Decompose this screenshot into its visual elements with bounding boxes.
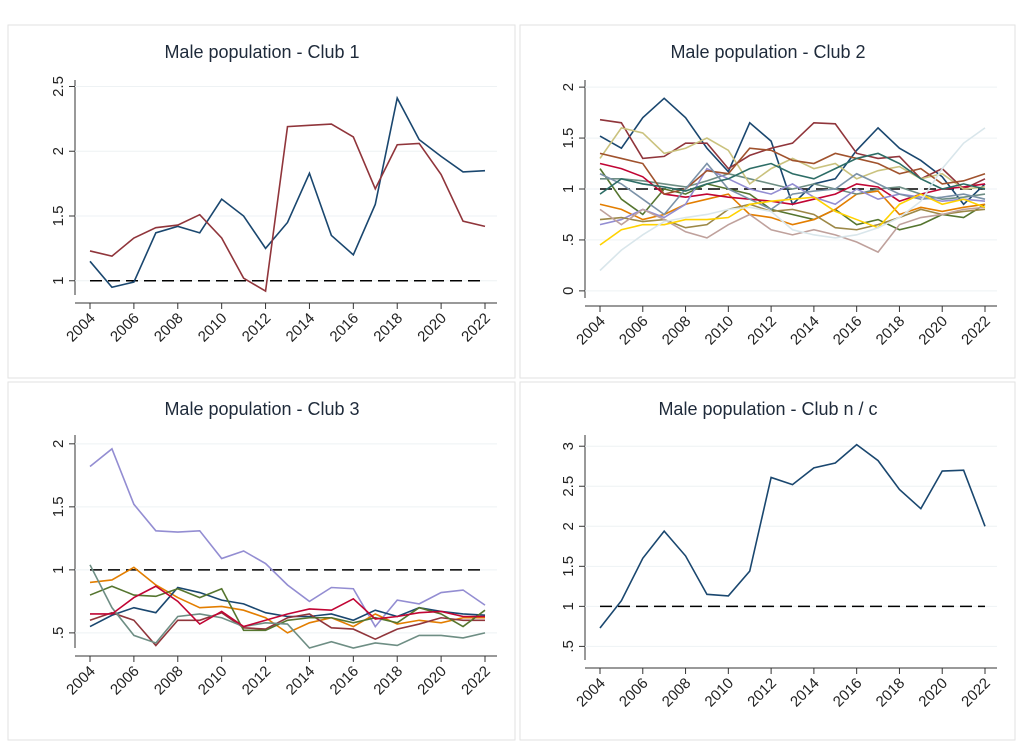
x-tick-label: 2006 bbox=[616, 675, 652, 711]
panel-frame bbox=[519, 24, 1016, 379]
x-tick-label: 2018 bbox=[873, 313, 909, 349]
x-tick-label: 2012 bbox=[744, 313, 780, 349]
y-tick-label: 1 bbox=[50, 566, 67, 574]
x-tick-label: 2022 bbox=[458, 663, 494, 699]
x-tick-label: 2006 bbox=[107, 310, 143, 346]
series-line bbox=[599, 127, 986, 272]
y-tick-label: 2.5 bbox=[50, 76, 67, 97]
panel-frame bbox=[7, 24, 516, 379]
x-tick-label: 2008 bbox=[659, 675, 695, 711]
series-line bbox=[89, 447, 486, 628]
y-tick-label: 0 bbox=[560, 287, 577, 295]
x-tick-label: 2008 bbox=[659, 313, 695, 349]
series-line bbox=[599, 206, 986, 254]
x-tick-label: 2010 bbox=[702, 313, 738, 349]
series-line bbox=[599, 167, 986, 226]
x-tick-label: 2020 bbox=[915, 313, 951, 349]
x-tick-label: 2022 bbox=[958, 313, 994, 349]
y-tick-label: 3 bbox=[560, 442, 577, 450]
y-tick-label: 1.5 bbox=[560, 128, 577, 149]
x-tick-label: 2012 bbox=[744, 675, 780, 711]
series-line bbox=[89, 564, 486, 649]
series-line bbox=[89, 611, 485, 647]
x-tick-label: 2014 bbox=[787, 675, 823, 711]
series-line bbox=[90, 585, 485, 628]
x-tick-label: 2016 bbox=[327, 663, 363, 699]
x-tick-label: 2016 bbox=[327, 310, 363, 346]
x-tick-label: 2022 bbox=[458, 310, 494, 346]
x-tick-label: 2018 bbox=[370, 310, 406, 346]
x-tick-label: 2014 bbox=[787, 313, 823, 349]
panel-title: Male population - Club n / c bbox=[658, 399, 877, 419]
x-tick-label: 2016 bbox=[830, 675, 866, 711]
y-tick-label: 1 bbox=[560, 602, 577, 610]
y-tick-label: .5 bbox=[50, 627, 67, 640]
series-line bbox=[599, 162, 986, 216]
x-tick-label: 2006 bbox=[616, 313, 652, 349]
x-tick-label: 2006 bbox=[107, 663, 143, 699]
x-tick-label: 2020 bbox=[915, 675, 951, 711]
y-tick-label: 1.5 bbox=[50, 206, 67, 227]
x-tick-label: 2022 bbox=[958, 675, 994, 711]
panel-title: Male population - Club 2 bbox=[670, 42, 865, 62]
y-tick-label: .5 bbox=[560, 640, 577, 653]
series-line bbox=[89, 123, 486, 293]
x-tick-label: 2004 bbox=[573, 313, 609, 349]
series-line bbox=[599, 443, 986, 629]
x-tick-label: 2016 bbox=[830, 313, 866, 349]
x-tick-label: 2018 bbox=[873, 675, 909, 711]
panel-title: Male population - Club 1 bbox=[164, 42, 359, 62]
y-tick-label: 1.5 bbox=[50, 496, 67, 517]
series-line bbox=[89, 585, 486, 632]
panel-frame bbox=[519, 381, 1016, 741]
x-tick-label: 2008 bbox=[151, 663, 187, 699]
x-tick-label: 2012 bbox=[239, 663, 275, 699]
x-tick-label: 2004 bbox=[573, 675, 609, 711]
x-tick-label: 2018 bbox=[370, 663, 406, 699]
x-tick-label: 2014 bbox=[283, 310, 319, 346]
y-tick-label: .5 bbox=[560, 234, 577, 247]
series-line bbox=[599, 152, 986, 195]
x-tick-label: 2020 bbox=[414, 310, 450, 346]
y-tick-label: 2.5 bbox=[560, 476, 577, 497]
y-tick-label: 2 bbox=[50, 147, 67, 155]
x-tick-label: 2010 bbox=[702, 675, 738, 711]
series-line bbox=[599, 147, 986, 195]
x-tick-label: 2012 bbox=[239, 310, 275, 346]
y-tick-label: 2 bbox=[560, 83, 577, 91]
x-tick-label: 2008 bbox=[151, 310, 187, 346]
y-tick-label: 1 bbox=[50, 277, 67, 285]
series-line bbox=[599, 193, 986, 246]
y-tick-label: 1 bbox=[560, 185, 577, 193]
series-line bbox=[89, 566, 485, 634]
x-tick-label: 2010 bbox=[195, 663, 231, 699]
series-line bbox=[599, 118, 986, 190]
y-tick-label: 1.5 bbox=[560, 556, 577, 577]
x-tick-label: 2014 bbox=[283, 663, 319, 699]
x-tick-label: 2004 bbox=[63, 310, 99, 346]
series-line bbox=[599, 126, 986, 190]
x-tick-label: 2010 bbox=[195, 310, 231, 346]
y-tick-label: 2 bbox=[560, 522, 577, 530]
x-tick-label: 2004 bbox=[63, 663, 99, 699]
panel-title: Male population - Club 3 bbox=[164, 399, 359, 419]
x-tick-label: 2020 bbox=[414, 663, 450, 699]
series-line bbox=[89, 95, 486, 289]
series-line bbox=[599, 168, 986, 231]
y-tick-label: 2 bbox=[50, 440, 67, 448]
panel-frame bbox=[7, 381, 516, 741]
